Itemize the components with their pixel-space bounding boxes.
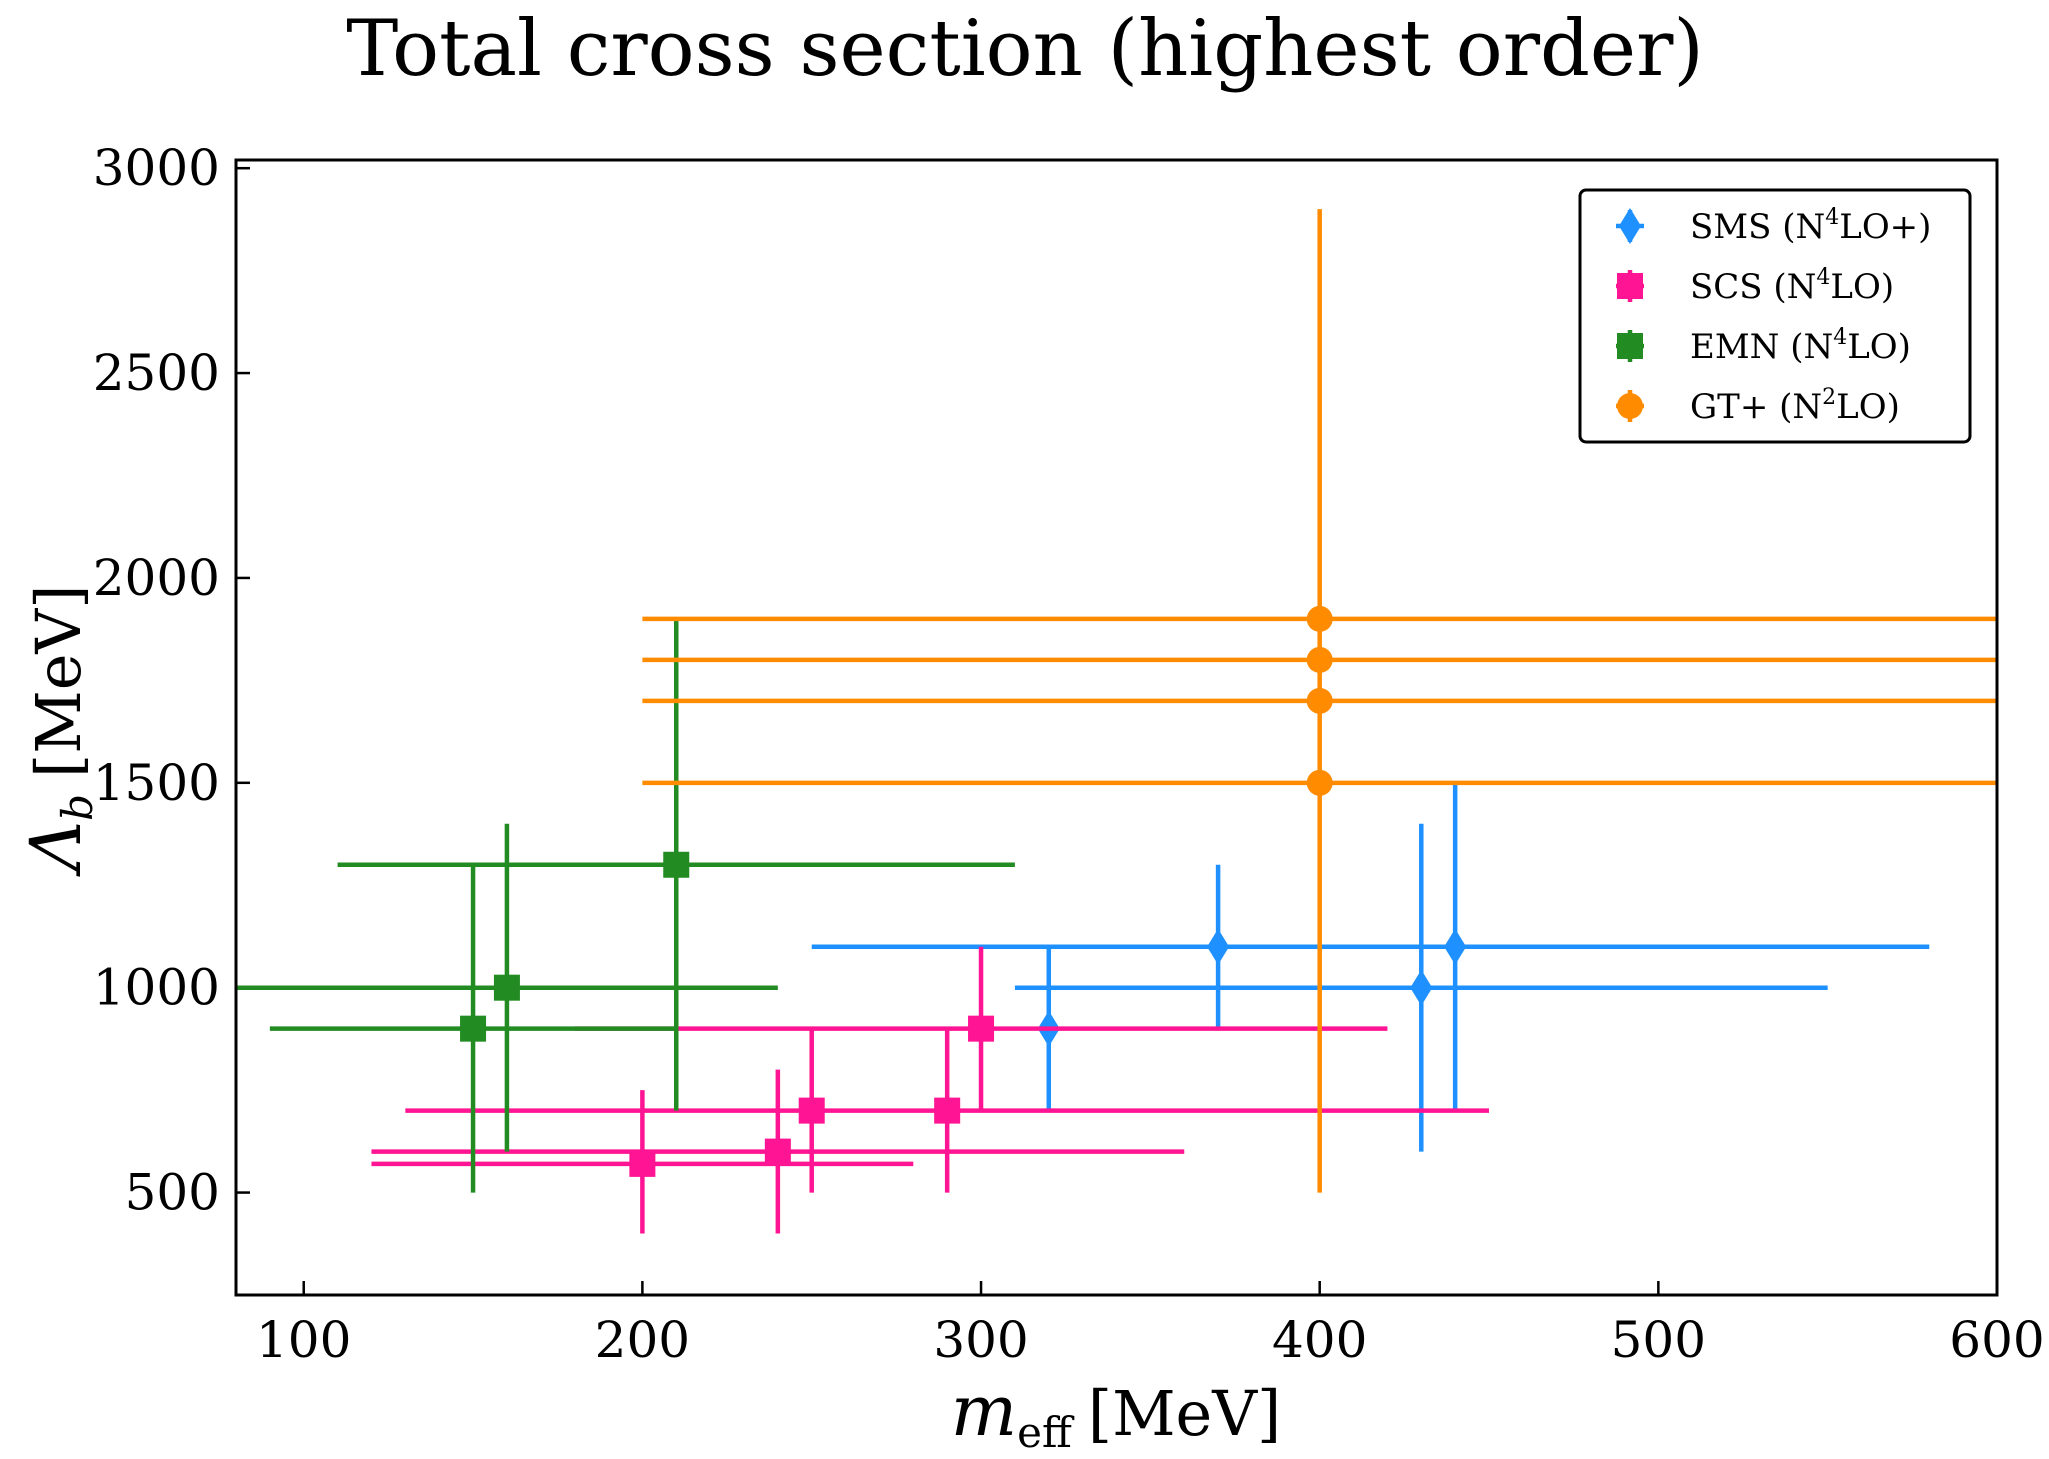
data-point [629, 1150, 656, 1177]
data-point [1207, 928, 1230, 965]
y-tick-label: 1500 [93, 754, 220, 812]
x-tick-label: 200 [595, 1311, 690, 1369]
y-axis-label-unit: [MeV] [22, 585, 95, 778]
y-tick-label: 2000 [93, 549, 220, 607]
data-point [460, 1015, 487, 1042]
x-tick-label: 300 [933, 1311, 1028, 1369]
legend: SMS (N4LO+)SCS (N4LO)EMN (N4LO)GT+ (N2LO… [1578, 188, 1972, 444]
data-point [934, 1097, 961, 1124]
legend-label-superscript: 4 [1825, 205, 1839, 230]
data-point [1306, 687, 1333, 714]
x-tick-label: 100 [256, 1311, 351, 1369]
x-tick-label: 500 [1611, 1311, 1706, 1369]
data-layer [236, 209, 1997, 1234]
legend-label-text: EMN (N [1690, 327, 1833, 367]
legend-marker-2 [1617, 333, 1643, 359]
x-axis-label-sub: eff [1017, 1408, 1075, 1457]
legend-label-1: SCS (N4LO) [1690, 265, 1894, 307]
legend-label-0: SMS (N4LO+) [1690, 205, 1931, 247]
legend-marker-3 [1617, 393, 1643, 419]
legend-label-text: LO+) [1839, 207, 1931, 247]
data-point [764, 1138, 791, 1165]
y-tick-label: 2500 [93, 344, 220, 402]
legend-label-superscript: 4 [1816, 265, 1830, 290]
data-point [1306, 646, 1333, 673]
legend-marker-0 [1619, 208, 1641, 244]
legend-marker-1 [1617, 273, 1643, 299]
y-axis-label-main: Λ [15, 821, 97, 878]
chart-title: Total cross section (highest order) [346, 4, 1704, 94]
y-tick-label: 1000 [93, 959, 220, 1017]
legend-label-text: SCS (N [1690, 267, 1816, 307]
data-point [968, 1015, 995, 1042]
legend-label-text: GT+ (N [1690, 387, 1822, 427]
x-tick-label: 400 [1272, 1311, 1367, 1369]
series-1 [371, 946, 1490, 1234]
legend-label-text: LO) [1836, 387, 1900, 427]
legend-label-superscript: 4 [1833, 325, 1847, 350]
legend-label-superscript: 2 [1822, 385, 1836, 410]
series-3 [642, 209, 1997, 1193]
x-axis-label-main: m [951, 1370, 1017, 1452]
legend-label-3: GT+ (N2LO) [1690, 385, 1900, 427]
legend-box [1578, 188, 1972, 444]
data-point [1410, 969, 1433, 1006]
x-axis-label: meff [MeV] [951, 1370, 1281, 1457]
y-axis-label: Λb [MeV] [15, 585, 102, 878]
series-0 [811, 782, 1930, 1152]
y-axis-label-sub: b [53, 794, 102, 821]
ticks-layer: 100 200 300 400 500 600 500 1000 1500 2000 2500 300… [93, 139, 2045, 1369]
series-2 [236, 618, 1015, 1193]
legend-label-2: EMN (N4LO) [1690, 325, 1911, 367]
data-point [1306, 605, 1333, 632]
legend-label-text: LO) [1830, 267, 1894, 307]
legend-label-text: LO) [1847, 327, 1911, 367]
x-tick-label: 600 [1949, 1311, 2044, 1369]
y-tick-label: 3000 [93, 139, 220, 197]
y-tick-label: 500 [125, 1164, 220, 1222]
x-axis-label-unit: [MeV] [1088, 1377, 1281, 1450]
plot-frame [234, 158, 1999, 1297]
data-point [493, 974, 520, 1001]
legend-label-text: SMS (N [1690, 207, 1825, 247]
data-point [663, 851, 690, 878]
data-point [1306, 769, 1333, 796]
data-point [1444, 928, 1467, 965]
